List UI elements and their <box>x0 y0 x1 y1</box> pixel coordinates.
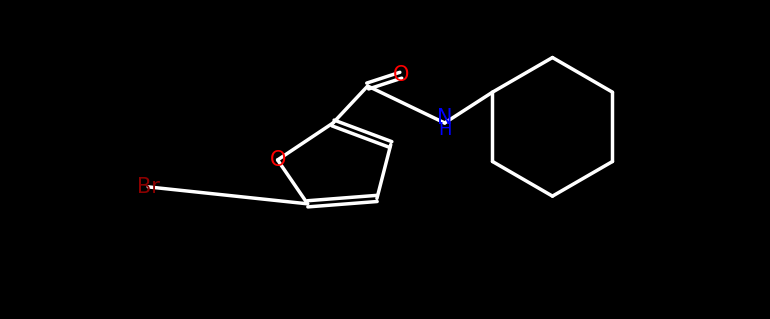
Text: O: O <box>270 150 286 170</box>
Text: N: N <box>437 108 453 128</box>
Text: O: O <box>393 65 409 85</box>
Text: Br: Br <box>137 177 159 197</box>
Text: H: H <box>438 121 451 139</box>
